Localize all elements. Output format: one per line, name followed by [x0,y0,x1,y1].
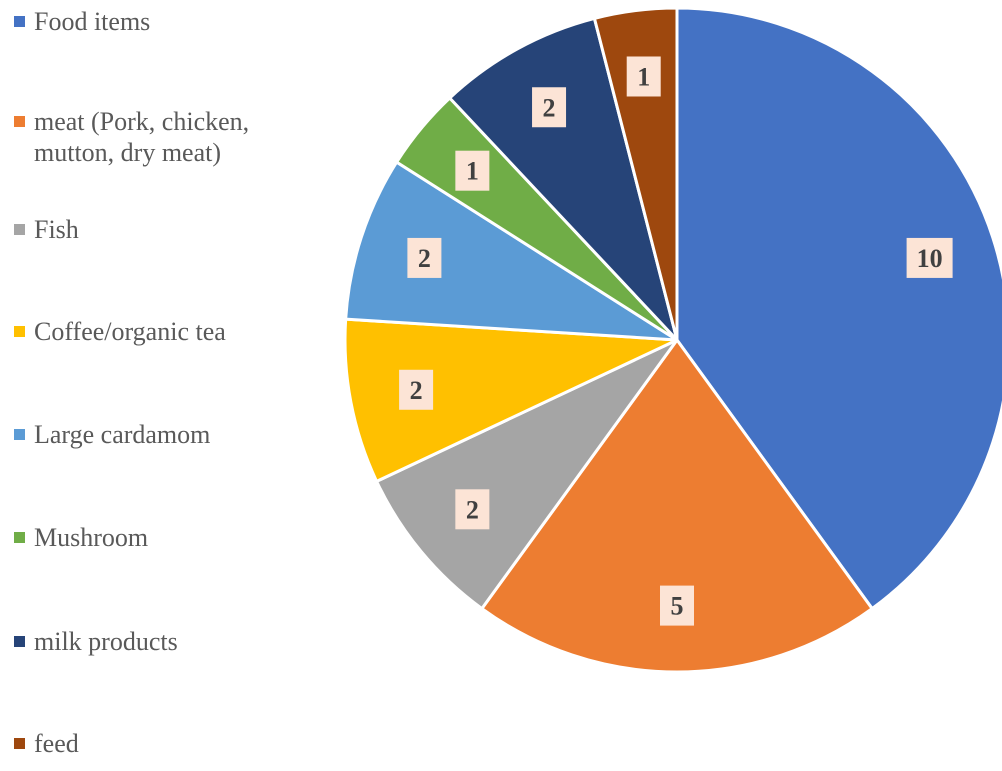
data-label-text: 2 [466,495,479,524]
pie-slice [343,317,678,484]
data-label-background [906,237,953,278]
data-label-text: 2 [543,93,556,122]
legend-swatch [14,224,25,235]
data-label-background [532,87,567,128]
legend-swatch [14,532,25,543]
data-label-background [455,489,490,530]
data-label: 1 [455,150,490,191]
pie-slice [675,6,1002,611]
legend-swatch [14,429,25,440]
data-label: 10 [906,237,953,278]
legend-label: Coffee/organic tea [34,317,226,346]
legend-label: Mushroom [34,523,149,552]
data-label: 2 [532,87,567,128]
data-label-background [660,585,694,626]
data-label-text: 1 [466,157,479,186]
data-label: 2 [407,237,442,278]
pie-slice [344,160,678,342]
legend-label: Large cardamom [34,420,211,449]
data-label-text: 5 [671,592,684,621]
data-label-text: 2 [418,244,431,273]
data-label-text: 1 [637,62,650,91]
legend-label: meat (Pork, chicken, mutton, dry meat) [34,107,250,167]
data-label: 1 [626,56,661,97]
legend-swatch [14,636,25,647]
data-label: 5 [660,585,694,626]
legend-label: Food items [34,7,151,36]
pie-slice [479,337,875,674]
legend-swatch [14,116,25,127]
data-label-text: 10 [917,244,943,273]
data-label: 2 [455,489,490,530]
data-label-background [407,237,442,278]
legend-label: Fish [34,215,79,244]
pie-slice [374,338,679,611]
data-label-background [399,369,434,410]
legend-swatch [14,326,25,337]
legend-label: feed [34,729,79,758]
legend-swatch [14,16,25,27]
data-label-background [455,150,490,191]
data-label: 2 [399,369,434,410]
legend-label: milk products [34,627,178,656]
pie-slice [447,16,679,342]
data-label-text: 2 [410,376,423,405]
legend-swatch [14,738,25,749]
data-label-background [626,56,661,97]
